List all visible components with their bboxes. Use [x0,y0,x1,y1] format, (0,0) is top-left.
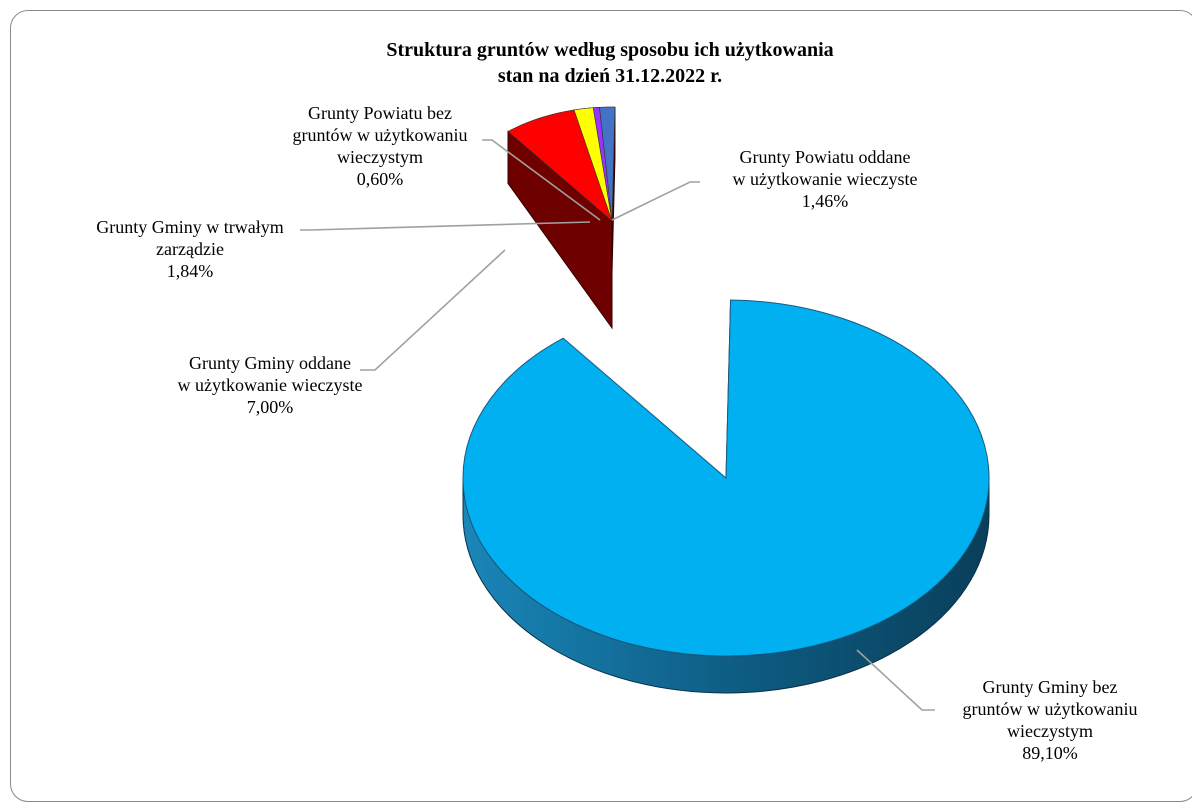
slice-label-line: Grunty Powiatu bez [308,103,452,123]
slice-label-line: gruntów w użytkowaniu [962,699,1138,719]
slice-value-label: 0,60% [356,169,404,189]
slice-label-line: w użytkowanie wieczyste [177,375,363,395]
leader-line [482,139,601,221]
slice-label-line: Grunty Gminy oddane [189,353,351,373]
slice-label-line: w użytkowanie wieczyste [732,169,918,189]
leader-line [611,181,700,221]
slice-label-line: wieczystym [1007,721,1093,741]
leader-line [360,249,506,371]
slice-label-line: Grunty Powiatu oddane [739,147,911,167]
slice-label-line: Grunty Gminy bez [982,677,1118,697]
slice-label-line: Grunty Gminy w trwałym [96,217,284,237]
leader-line [856,649,935,711]
slice-label-gmina-oddane: Grunty Gminy oddane w użytkowanie wieczy… [140,352,400,418]
slice-label-gmina-bez-uw: Grunty Gminy bez gruntów w użytkowaniu w… [930,676,1170,764]
slice-label-powiat-bez-uw: Grunty Powiatu bez gruntów w użytkowaniu… [260,102,500,190]
chart-subtitle: stan na dzień 31.12.2022 r. [497,65,723,87]
chart-title: Struktura gruntów według sposobu ich uży… [386,39,834,61]
pie-slice [599,106,616,222]
slice-label-line: wieczystym [337,147,423,167]
leader-line [300,221,591,231]
slice-value-label: 89,10% [1022,743,1078,763]
slice-value-label: 1,84% [166,261,214,281]
slice-value-label: 7,00% [246,397,294,417]
slice-label-line: zarządzie [156,239,224,259]
slice-label-gmina-trwaly-zarzad: Grunty Gminy w trwałym zarządzie 1,84% [60,216,320,282]
slice-label-powiat-oddane: Grunty Powiatu oddane w użytkowanie wiec… [690,146,960,212]
slice-value-label: 1,46% [801,191,849,211]
pie-chart [300,106,990,711]
pie-slice [462,299,990,657]
slice-label-line: gruntów w użytkowaniu [292,125,468,145]
